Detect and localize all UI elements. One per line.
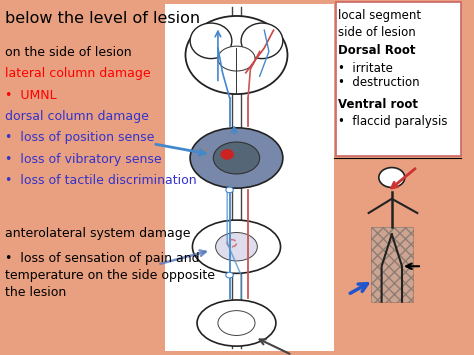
Text: anterolateral system damage: anterolateral system damage	[5, 227, 190, 240]
Ellipse shape	[216, 233, 257, 261]
Ellipse shape	[197, 300, 276, 346]
Text: •  loss of sensation of pain and
temperature on the side opposite
the lesion: • loss of sensation of pain and temperat…	[5, 252, 215, 299]
Bar	[371, 227, 413, 302]
Circle shape	[379, 168, 405, 187]
Text: •  UMNL: • UMNL	[5, 89, 56, 102]
Ellipse shape	[218, 311, 255, 335]
Text: •  loss of vibratory sense: • loss of vibratory sense	[5, 153, 161, 166]
Ellipse shape	[241, 23, 283, 59]
Text: local segment
side of lesion: local segment side of lesion	[338, 9, 421, 39]
Text: lateral column damage: lateral column damage	[5, 67, 150, 81]
Text: on the side of lesion: on the side of lesion	[5, 46, 131, 59]
Circle shape	[226, 272, 233, 278]
Text: •  irritate: • irritate	[338, 62, 393, 75]
Bar	[336, 2, 461, 156]
Text: •  destruction: • destruction	[338, 76, 420, 89]
Ellipse shape	[190, 23, 232, 59]
Text: Ventral root: Ventral root	[338, 98, 419, 111]
Text: •  loss of position sense: • loss of position sense	[5, 131, 154, 144]
Text: •  flaccid paralysis: • flaccid paralysis	[338, 115, 448, 129]
Ellipse shape	[190, 128, 283, 188]
Text: below the level of lesion: below the level of lesion	[5, 11, 200, 26]
Circle shape	[221, 150, 233, 159]
Ellipse shape	[185, 16, 288, 94]
Ellipse shape	[192, 220, 281, 273]
Bar	[371, 227, 413, 302]
Text: •  loss of tactile discrimination: • loss of tactile discrimination	[5, 174, 196, 187]
Bar	[164, 4, 334, 351]
Text: dorsal column damage: dorsal column damage	[5, 110, 148, 123]
Ellipse shape	[218, 46, 255, 71]
Ellipse shape	[213, 142, 260, 174]
Circle shape	[226, 187, 233, 193]
Text: Dorsal Root: Dorsal Root	[338, 44, 416, 58]
